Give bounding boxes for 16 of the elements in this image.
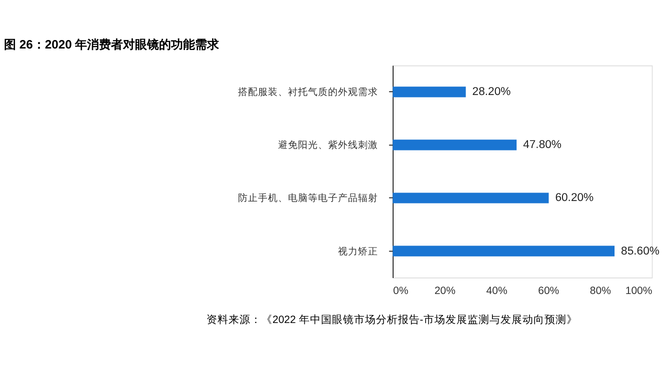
y-tick-label: 防止手机、电脑等电子产品辐射 xyxy=(238,192,378,204)
x-tick-label: 20% xyxy=(434,285,456,298)
x-tick-label: 40% xyxy=(486,285,508,298)
data-label: 85.60% xyxy=(621,245,660,258)
data-label: 60.20% xyxy=(555,192,594,204)
text: 资料来源：《2022 年中国眼镜市场分析报告-市场发展监测与发展动向预测》 xyxy=(206,312,578,326)
y-tick-label: 避免阳光、紫外线刺激 xyxy=(278,139,378,152)
x-tick-label: 0% xyxy=(393,285,408,298)
y-tick-label: 搭配服装、衬托气质的外观需求 xyxy=(238,86,378,98)
x-tick-label: 100% xyxy=(625,285,652,298)
data-label: 28.20% xyxy=(472,86,511,98)
data-label: 47.80% xyxy=(523,139,562,152)
text: 图 26：2020 年消费者对眼镜的功能需求 xyxy=(4,37,220,52)
x-tick-label: 60% xyxy=(538,285,560,298)
y-tick-label: 视力矫正 xyxy=(338,245,378,258)
x-tick-label: 80% xyxy=(590,285,611,298)
